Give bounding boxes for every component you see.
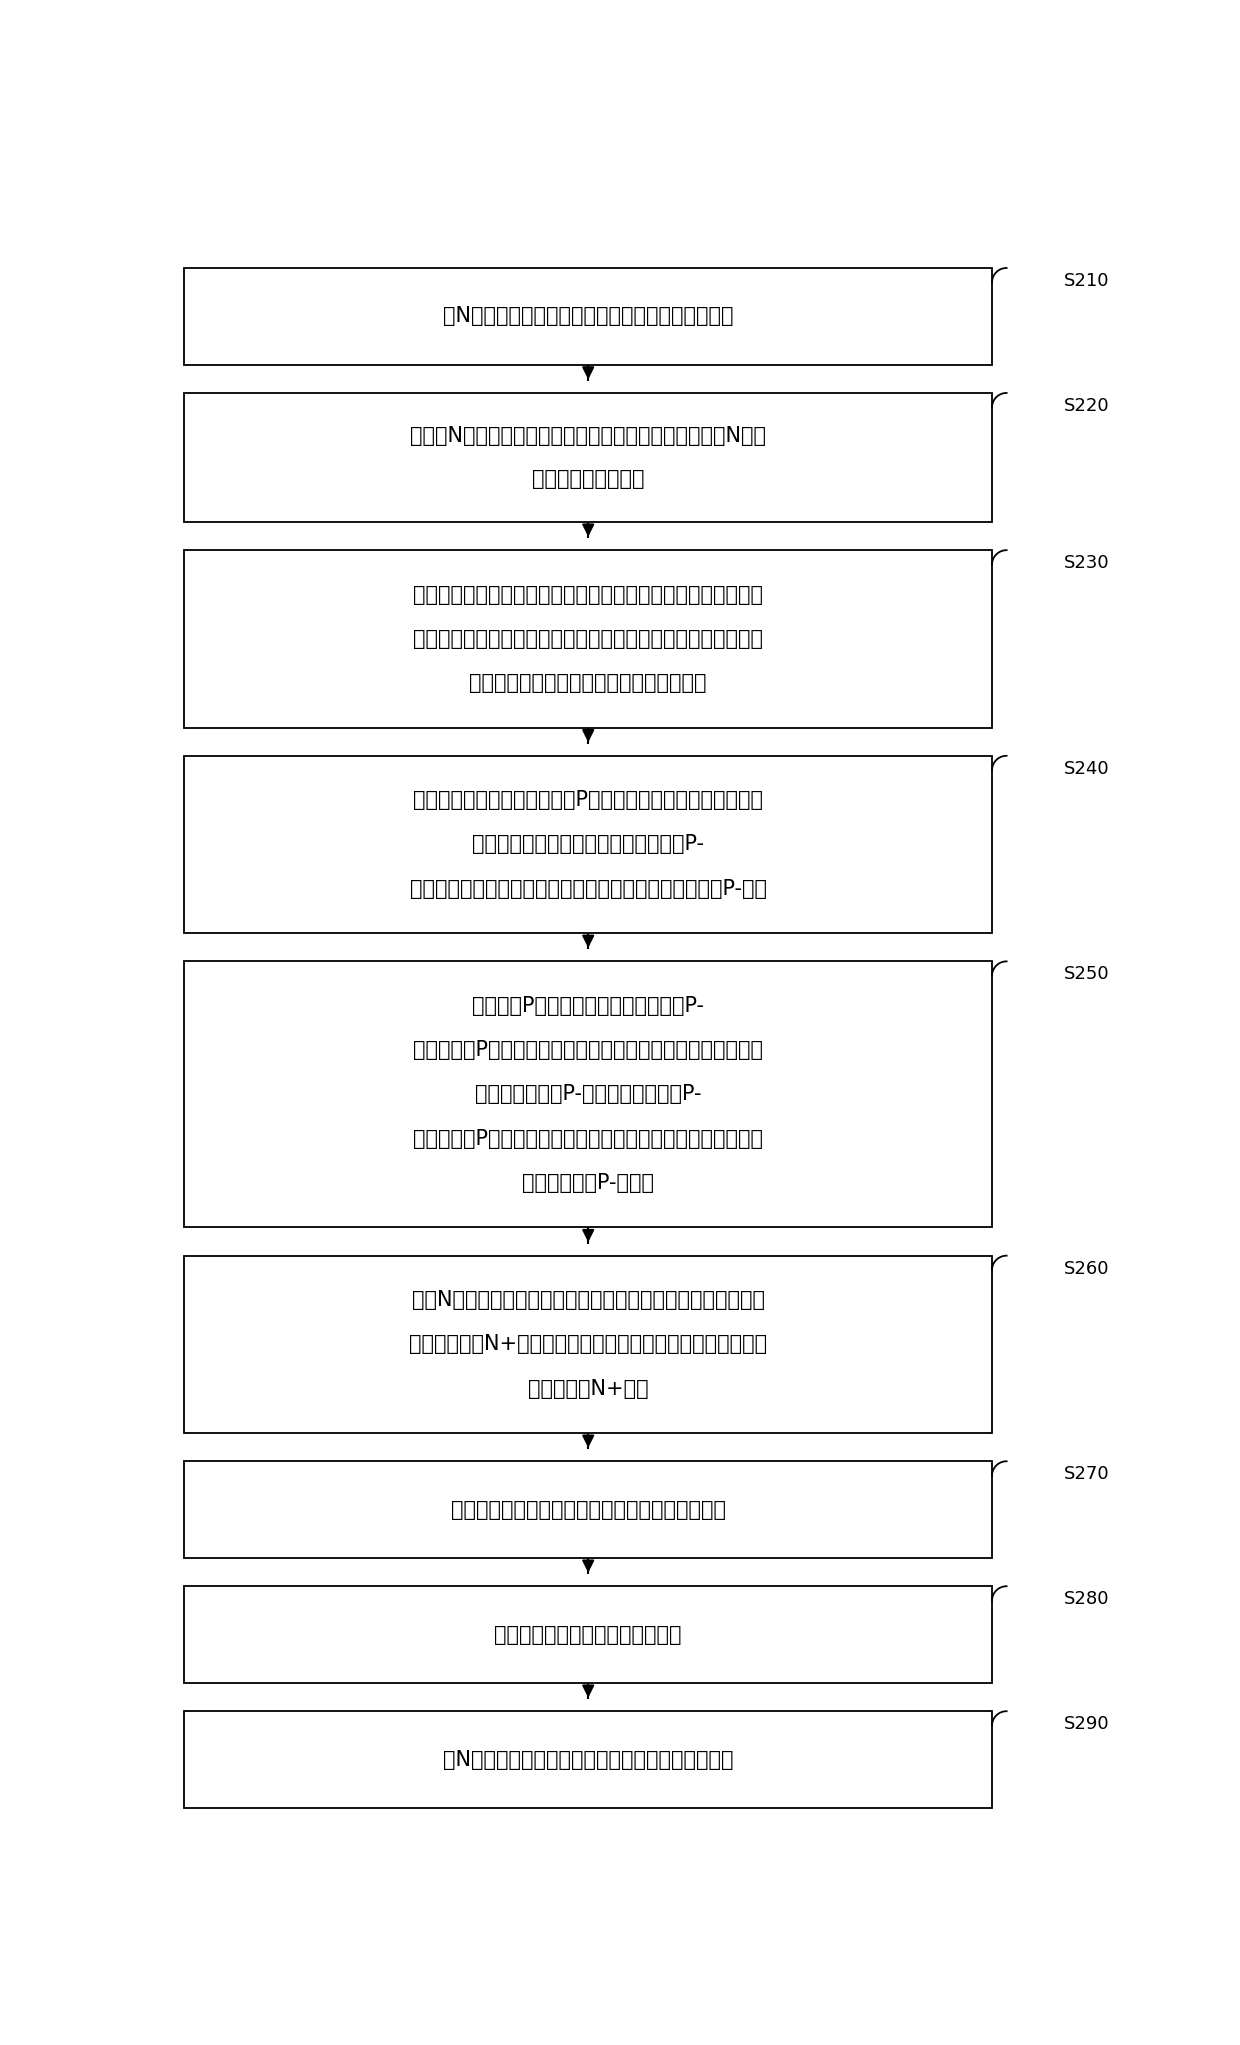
Text: S210: S210 <box>1064 272 1110 290</box>
Text: 槽的远离所述第二沟槽的一侧形成第一P-: 槽的远离所述第二沟槽的一侧形成第一P- <box>472 834 704 855</box>
Text: S290: S290 <box>1064 1716 1110 1732</box>
Text: 区中的所述P型离子扩散至所述第一沟槽的靠近所述第二沟槽的: 区中的所述P型离子扩散至所述第一沟槽的靠近所述第二沟槽的 <box>413 1041 764 1059</box>
Text: S220: S220 <box>1064 397 1110 415</box>
Text: 在N型基底上制作间隔设置的第一沟槽和第二沟槽；: 在N型基底上制作间隔设置的第一沟槽和第二沟槽； <box>443 307 734 327</box>
Text: S270: S270 <box>1064 1464 1110 1483</box>
Text: 底及各沟槽的内壁；: 底及各沟槽的内壁； <box>532 468 645 489</box>
Bar <box>185 550 992 728</box>
Text: 区中的所述P型离子扩散至所述第二沟槽靠近所述第一沟槽的一: 区中的所述P型离子扩散至所述第二沟槽靠近所述第一沟槽的一 <box>413 1129 764 1149</box>
Bar <box>185 757 992 933</box>
Text: 在所述栅氧化层上制作多晶硅层，所述多晶硅层覆盖所述栅氧化: 在所述栅氧化层上制作多晶硅层，所述多晶硅层覆盖所述栅氧化 <box>413 585 764 605</box>
Text: S280: S280 <box>1064 1591 1110 1607</box>
Bar <box>185 1712 992 1808</box>
Bar <box>185 1256 992 1434</box>
Text: 在N型基底的远离栅氧化层的一侧制作第二金属层。: 在N型基底的远离栅氧化层的一侧制作第二金属层。 <box>443 1751 734 1769</box>
Text: 制作覆盖所述栅氧化层及所述多晶硅层的介质层；: 制作覆盖所述栅氧化层及所述多晶硅层的介质层； <box>450 1499 725 1519</box>
Text: 以所述多晶硅层为阻挡，进行P型离子的注入，以在所述第一沟: 以所述多晶硅层为阻挡，进行P型离子的注入，以在所述第一沟 <box>413 789 764 810</box>
Text: 区，在所述第二沟槽的远离所述第一沟槽的一侧形成第二P-区；: 区，在所述第二沟槽的远离所述第一沟槽的一侧形成第二P-区； <box>409 879 766 900</box>
Text: 层的位于所述第一沟槽和所述第二沟槽之间的部分，并且所述多: 层的位于所述第一沟槽和所述第二沟槽之间的部分，并且所述多 <box>413 630 764 648</box>
Text: 侧，形成第二P-体区；: 侧，形成第二P-体区； <box>522 1174 655 1192</box>
Bar <box>185 1587 992 1683</box>
Text: 一侧，形成第一P-体区，使所述第二P-: 一侧，形成第一P-体区，使所述第二P- <box>475 1084 702 1104</box>
Bar <box>185 393 992 521</box>
Text: S240: S240 <box>1064 759 1110 777</box>
Text: 在所述介质层上制作第一金属层；: 在所述介质层上制作第一金属层； <box>495 1624 682 1644</box>
Text: 晶硅层填充所述第一沟槽和所述第二沟槽；: 晶硅层填充所述第一沟槽和所述第二沟槽； <box>470 673 707 693</box>
Text: 进行所述P型离子的驱入，使所述第一P-: 进行所述P型离子的驱入，使所述第一P- <box>472 996 704 1016</box>
Text: 一侧形成第一N+区，在所述第二沟槽的远离所述第一沟槽的一: 一侧形成第一N+区，在所述第二沟槽的远离所述第一沟槽的一 <box>409 1333 768 1354</box>
Text: S230: S230 <box>1064 554 1110 573</box>
Text: 进行N型离子的注入，以在所述第一沟槽的远离所述第二沟槽的: 进行N型离子的注入，以在所述第一沟槽的远离所述第二沟槽的 <box>412 1290 765 1311</box>
Text: 在所述N型基底上制作栅氧化层，所述栅氧化层覆盖所述N型基: 在所述N型基底上制作栅氧化层，所述栅氧化层覆盖所述N型基 <box>410 425 766 446</box>
Bar <box>185 268 992 364</box>
Text: S260: S260 <box>1064 1260 1110 1278</box>
Bar <box>185 961 992 1227</box>
Bar <box>185 1462 992 1558</box>
Text: 侧形成第二N+区；: 侧形成第二N+区； <box>528 1378 649 1399</box>
Text: S250: S250 <box>1064 965 1110 984</box>
